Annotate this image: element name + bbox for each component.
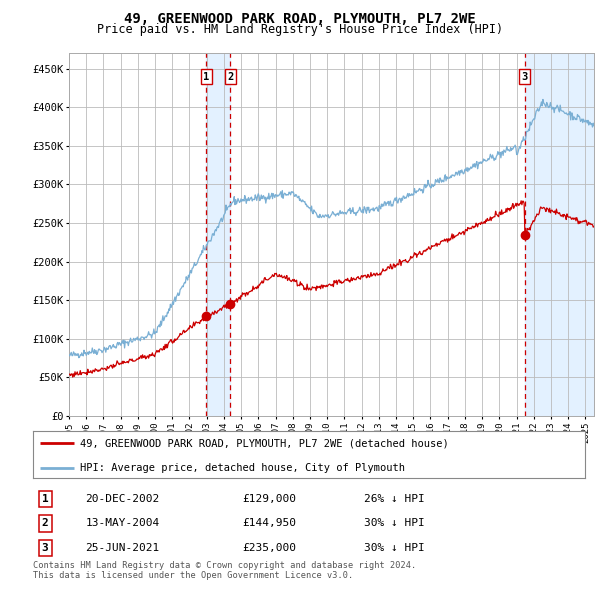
- Text: 25-JUN-2021: 25-JUN-2021: [85, 543, 160, 553]
- Text: £235,000: £235,000: [243, 543, 297, 553]
- Text: 26% ↓ HPI: 26% ↓ HPI: [364, 494, 425, 504]
- Text: 49, GREENWOOD PARK ROAD, PLYMOUTH, PL7 2WE: 49, GREENWOOD PARK ROAD, PLYMOUTH, PL7 2…: [124, 12, 476, 26]
- Text: 1: 1: [203, 72, 209, 81]
- Text: This data is licensed under the Open Government Licence v3.0.: This data is licensed under the Open Gov…: [33, 571, 353, 580]
- Text: 1: 1: [42, 494, 49, 504]
- Text: 30% ↓ HPI: 30% ↓ HPI: [364, 519, 425, 529]
- Text: 3: 3: [42, 543, 49, 553]
- Text: HPI: Average price, detached house, City of Plymouth: HPI: Average price, detached house, City…: [80, 463, 405, 473]
- Text: 49, GREENWOOD PARK ROAD, PLYMOUTH, PL7 2WE (detached house): 49, GREENWOOD PARK ROAD, PLYMOUTH, PL7 2…: [80, 438, 449, 448]
- Text: £129,000: £129,000: [243, 494, 297, 504]
- Bar: [206, 53, 230, 416]
- Text: Price paid vs. HM Land Registry's House Price Index (HPI): Price paid vs. HM Land Registry's House …: [97, 23, 503, 36]
- Bar: [525, 53, 594, 416]
- Text: 2: 2: [227, 72, 233, 81]
- Text: 13-MAY-2004: 13-MAY-2004: [85, 519, 160, 529]
- Text: 30% ↓ HPI: 30% ↓ HPI: [364, 543, 425, 553]
- Text: £144,950: £144,950: [243, 519, 297, 529]
- Text: 3: 3: [521, 72, 528, 81]
- Text: 2: 2: [42, 519, 49, 529]
- Text: Contains HM Land Registry data © Crown copyright and database right 2024.: Contains HM Land Registry data © Crown c…: [33, 560, 416, 569]
- Text: 20-DEC-2002: 20-DEC-2002: [85, 494, 160, 504]
